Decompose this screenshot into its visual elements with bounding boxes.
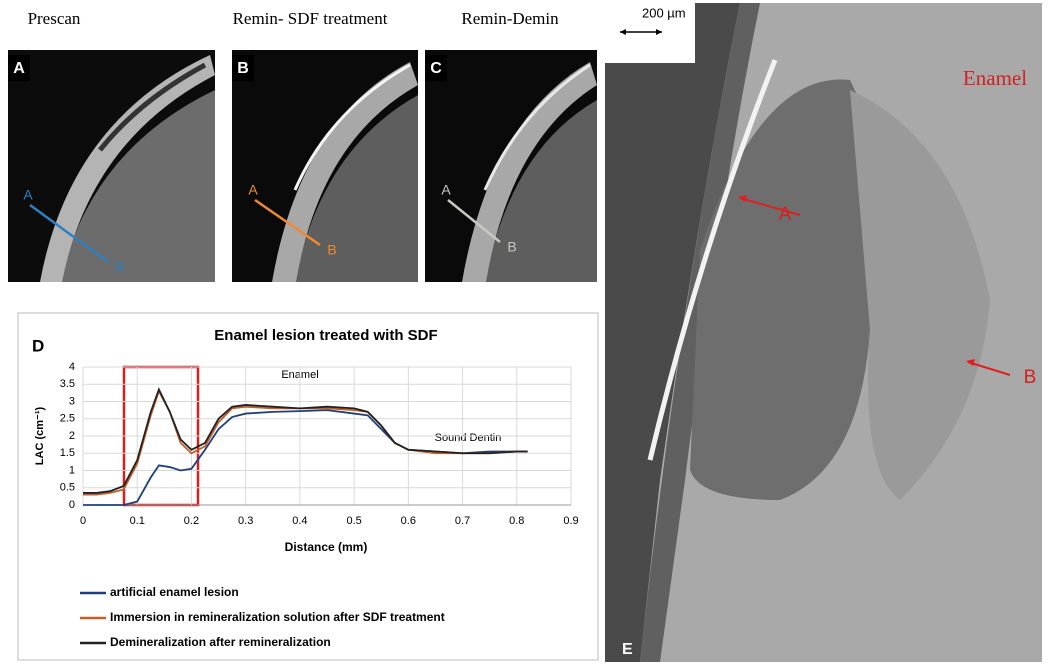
y-tick-label: 0	[69, 499, 75, 511]
panel-letter: C	[430, 60, 442, 77]
y-tick-label: 2.5	[60, 413, 75, 425]
y-tick-label: 3	[69, 395, 75, 407]
panel-letter: B	[237, 60, 249, 77]
profile-line	[254, 198, 321, 247]
ct-image-b	[232, 50, 418, 282]
chart-frame	[17, 312, 599, 661]
x-tick-label: 0	[80, 515, 86, 527]
y-tick-label: 4	[69, 361, 75, 373]
y-tick-label: 0.5	[60, 482, 75, 494]
ct-image-c	[425, 50, 597, 282]
profile-line	[29, 203, 109, 264]
profile-start: A	[23, 187, 33, 203]
profile-start: A	[248, 182, 258, 198]
y-tick-label: 1	[69, 464, 75, 476]
panel-title: Remin-Demin	[461, 9, 559, 28]
x-tick-label: 0.8	[509, 515, 524, 527]
x-tick-label: 0.2	[184, 515, 199, 527]
panel-title: Prescan	[28, 9, 81, 28]
x-tick-label: 0.1	[130, 515, 145, 527]
x-tick-label: 0.5	[346, 515, 361, 527]
scale-label: 200 µm	[642, 5, 686, 20]
x-axis-label: Distance (mm)	[285, 540, 368, 554]
arrow-label: B	[1024, 367, 1037, 388]
y-tick-label: 1.5	[60, 447, 75, 459]
x-tick-label: 0.4	[292, 515, 307, 527]
profile-end: B	[115, 259, 124, 275]
x-tick-label: 0.6	[401, 515, 416, 527]
legend-label: Immersion in remineralization solution a…	[110, 610, 445, 624]
profile-end: B	[507, 239, 516, 255]
panel-letter: A	[13, 60, 25, 77]
arrow-label: A	[779, 204, 792, 225]
letter-box	[232, 55, 254, 81]
tissue-label: Enamel	[963, 66, 1027, 90]
panel-title: Remin- SDF treatment	[233, 9, 388, 28]
chart-title: Enamel lesion treated with SDF	[214, 327, 437, 344]
x-tick-label: 0.7	[455, 515, 470, 527]
y-axis-label: LAC (cm⁻¹)	[34, 406, 46, 465]
panel-letter: D	[32, 336, 44, 355]
y-tick-label: 3.5	[60, 378, 75, 390]
letter-box	[8, 55, 30, 81]
legend-label: artificial enamel lesion	[110, 585, 239, 599]
annotation: Sound Dentin	[435, 432, 502, 444]
letter-box	[425, 55, 447, 81]
legend-label: Demineralization after remineralization	[110, 635, 331, 649]
y-tick-label: 2	[69, 430, 75, 442]
profile-end: B	[327, 242, 336, 258]
data-line	[83, 387, 528, 494]
sem-image	[605, 3, 1042, 662]
x-tick-label: 0.3	[238, 515, 253, 527]
x-tick-label: 0.9	[563, 515, 578, 527]
profile-start: A	[441, 182, 451, 198]
profile-line	[447, 199, 501, 243]
ct-image-a	[8, 50, 215, 282]
data-line	[83, 388, 528, 496]
panel-letter: E	[622, 641, 633, 658]
